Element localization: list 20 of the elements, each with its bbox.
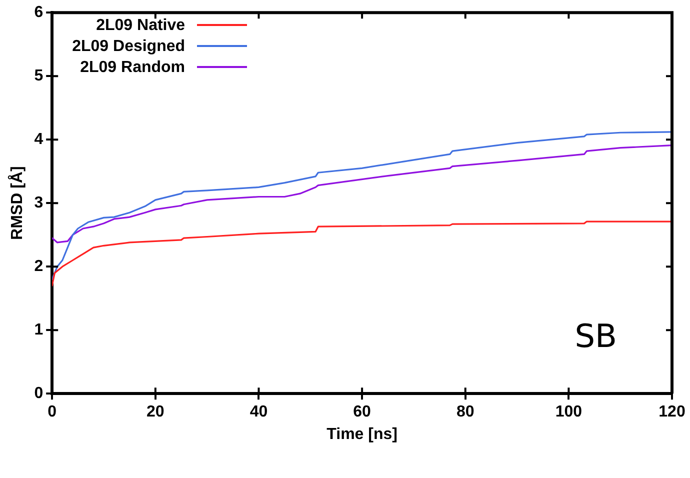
annotation: SB — [574, 316, 617, 355]
y-tick-label: 4 — [34, 131, 44, 148]
x-tick-label: 40 — [250, 404, 268, 421]
y-tick-label: 1 — [34, 322, 44, 339]
y-tick-label: 5 — [34, 68, 44, 85]
x-tick-label: 20 — [146, 404, 164, 421]
y-tick-label: 2 — [34, 258, 44, 276]
legend-label: 2L09 Designed — [72, 36, 186, 57]
x-tick-label: 120 — [658, 404, 686, 421]
legend-label: 2L09 Native — [96, 16, 186, 36]
y-tick-label: 3 — [34, 194, 44, 212]
y-tick-label: 0 — [34, 385, 44, 402]
y-tick-label: 6 — [34, 4, 44, 22]
legend-label: 2L09 Random — [80, 58, 186, 78]
x-tick-label: 0 — [48, 404, 57, 421]
x-tick-label: 100 — [555, 404, 582, 421]
y-axis-title: RMSD [Å] — [7, 166, 26, 240]
x-tick-label: 80 — [456, 404, 474, 421]
x-tick-label: 60 — [353, 404, 372, 421]
x-axis-title: Time [ns] — [326, 426, 398, 443]
